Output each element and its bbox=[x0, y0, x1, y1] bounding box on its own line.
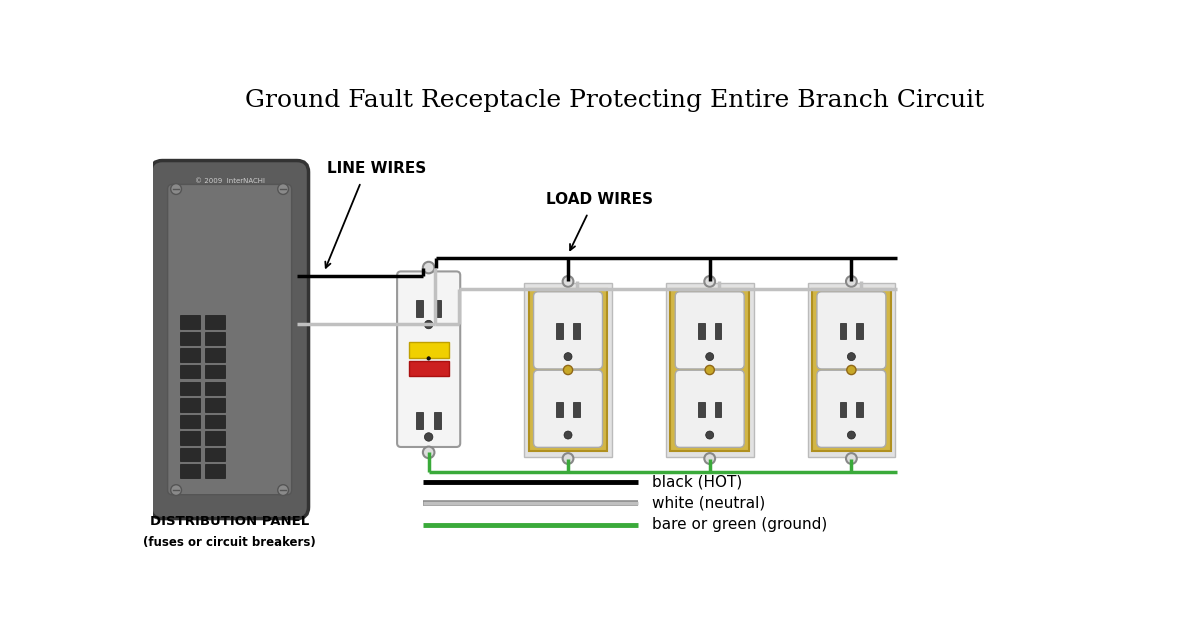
Bar bbox=[204, 415, 224, 428]
Circle shape bbox=[170, 184, 181, 195]
Bar bbox=[434, 412, 442, 429]
Circle shape bbox=[706, 431, 714, 439]
Bar bbox=[180, 447, 200, 461]
Bar bbox=[180, 431, 200, 445]
Bar bbox=[204, 365, 224, 379]
Bar bbox=[715, 323, 721, 339]
FancyBboxPatch shape bbox=[151, 161, 308, 519]
Bar bbox=[557, 323, 563, 339]
Bar bbox=[857, 401, 863, 417]
Bar bbox=[812, 289, 890, 451]
Text: black (HOT): black (HOT) bbox=[652, 474, 743, 489]
Text: white (neutral): white (neutral) bbox=[652, 495, 766, 511]
Circle shape bbox=[563, 276, 574, 287]
FancyBboxPatch shape bbox=[817, 292, 886, 369]
Circle shape bbox=[277, 184, 288, 195]
Bar bbox=[409, 343, 449, 358]
Bar bbox=[715, 401, 721, 417]
Circle shape bbox=[706, 365, 714, 375]
Text: bare or green (ground): bare or green (ground) bbox=[652, 517, 827, 532]
Circle shape bbox=[564, 431, 572, 439]
Circle shape bbox=[563, 453, 574, 464]
Text: LINE WIRES: LINE WIRES bbox=[326, 161, 426, 176]
Bar bbox=[698, 401, 704, 417]
Bar bbox=[180, 365, 200, 379]
Bar bbox=[180, 382, 200, 395]
Bar bbox=[204, 332, 224, 345]
Circle shape bbox=[170, 485, 181, 495]
Bar bbox=[808, 283, 895, 457]
FancyBboxPatch shape bbox=[817, 370, 886, 447]
Bar bbox=[180, 332, 200, 345]
FancyBboxPatch shape bbox=[534, 292, 602, 369]
Circle shape bbox=[847, 365, 856, 375]
Bar bbox=[204, 465, 224, 478]
Circle shape bbox=[704, 453, 715, 464]
Circle shape bbox=[846, 276, 857, 287]
Text: LOAD WIRES: LOAD WIRES bbox=[546, 191, 653, 207]
Bar bbox=[204, 315, 224, 329]
Circle shape bbox=[564, 365, 572, 375]
Bar bbox=[180, 415, 200, 428]
FancyBboxPatch shape bbox=[168, 185, 292, 495]
Bar bbox=[180, 398, 200, 411]
Text: Ground Fault Receptacle Protecting Entire Branch Circuit: Ground Fault Receptacle Protecting Entir… bbox=[245, 89, 985, 112]
Text: © 2009  InterNACHI: © 2009 InterNACHI bbox=[194, 178, 265, 185]
Bar bbox=[204, 398, 224, 411]
Bar bbox=[698, 323, 704, 339]
Bar bbox=[416, 412, 422, 429]
Bar bbox=[857, 323, 863, 339]
Circle shape bbox=[564, 353, 572, 361]
Circle shape bbox=[425, 433, 433, 441]
Bar bbox=[840, 323, 846, 339]
Circle shape bbox=[847, 431, 856, 439]
Bar bbox=[416, 300, 422, 317]
Circle shape bbox=[846, 453, 857, 464]
Text: (fuses or circuit breakers): (fuses or circuit breakers) bbox=[143, 537, 316, 549]
Bar bbox=[434, 300, 442, 317]
Bar bbox=[840, 401, 846, 417]
Circle shape bbox=[277, 485, 288, 495]
Bar bbox=[204, 348, 224, 362]
Bar bbox=[204, 382, 224, 395]
Bar bbox=[529, 289, 607, 451]
Circle shape bbox=[847, 353, 856, 361]
Bar bbox=[671, 289, 749, 451]
Bar bbox=[409, 361, 449, 376]
FancyBboxPatch shape bbox=[397, 271, 461, 447]
Circle shape bbox=[704, 276, 715, 287]
FancyBboxPatch shape bbox=[676, 370, 744, 447]
FancyBboxPatch shape bbox=[676, 292, 744, 369]
Bar bbox=[574, 401, 580, 417]
Bar bbox=[204, 431, 224, 445]
Text: DISTRIBUTION PANEL: DISTRIBUTION PANEL bbox=[150, 514, 310, 528]
Bar bbox=[204, 447, 224, 461]
Bar bbox=[180, 348, 200, 362]
Bar bbox=[180, 465, 200, 478]
Bar bbox=[574, 323, 580, 339]
Circle shape bbox=[422, 262, 434, 274]
Circle shape bbox=[706, 353, 714, 361]
FancyBboxPatch shape bbox=[534, 370, 602, 447]
Bar bbox=[180, 315, 200, 329]
Bar bbox=[666, 283, 754, 457]
Bar bbox=[524, 283, 612, 457]
Circle shape bbox=[425, 320, 433, 329]
Bar bbox=[557, 401, 563, 417]
Circle shape bbox=[422, 447, 434, 458]
Circle shape bbox=[427, 356, 431, 360]
